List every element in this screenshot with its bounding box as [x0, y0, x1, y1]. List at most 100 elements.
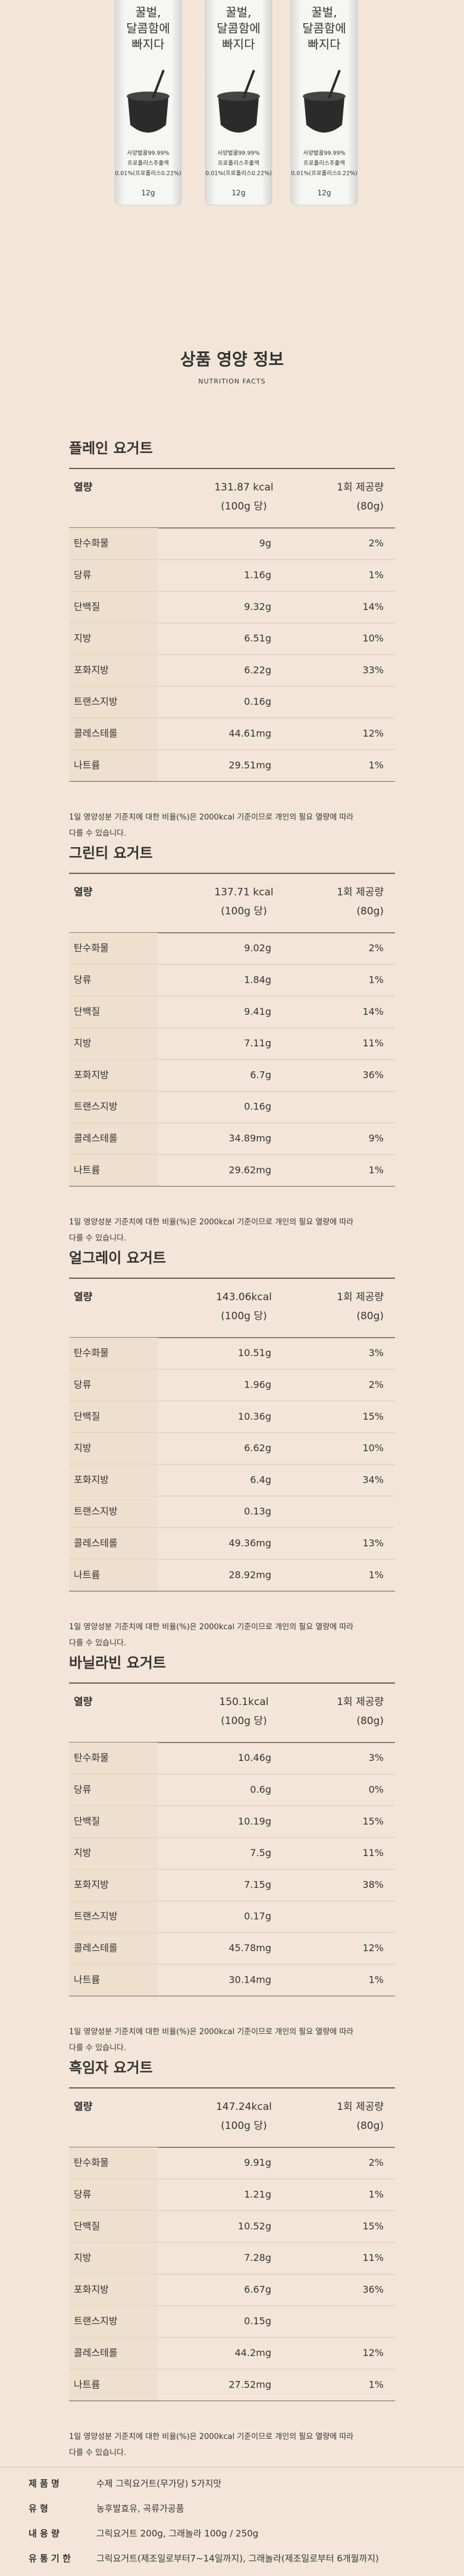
label-cell	[69, 2274, 158, 2306]
row-value: 9g	[259, 537, 271, 549]
row-percent: 11%	[362, 1847, 384, 1858]
row-percent: 2%	[369, 537, 384, 549]
row-percent: 2%	[369, 942, 384, 954]
row-value: 44.2mg	[235, 2347, 271, 2358]
row-value: 1.16g	[244, 569, 271, 580]
header-serving: 1회 제공량	[337, 886, 384, 898]
label-cell	[69, 1432, 158, 1465]
label-cell	[69, 1774, 158, 1806]
row-percent: 1%	[369, 1164, 384, 1175]
header-serving-size: (80g)	[356, 1310, 384, 1322]
row-percent: 10%	[362, 633, 384, 644]
stick-title: 빠지다	[308, 37, 340, 52]
header-label: 열량	[74, 886, 93, 898]
row-label: 탄수화물	[74, 537, 109, 549]
label-cell	[69, 686, 158, 718]
footnote: 1일 영양성분 기준치에 대한 비율(%)은 2000kcal 기준이므로 개인…	[69, 1623, 353, 1632]
row-label: 나트륨	[74, 1974, 100, 1985]
header-serving-size: (80g)	[356, 905, 384, 917]
stick-ingredients: 사양벌꿀99.99%	[217, 150, 259, 157]
footnote: 1일 영양성분 기준치에 대한 비율(%)은 2000kcal 기준이므로 개인…	[69, 813, 353, 822]
footnote: 다를 수 있습니다.	[69, 2449, 126, 2458]
footnote: 다를 수 있습니다.	[69, 1639, 126, 1648]
row-label: 트랜스지방	[74, 696, 118, 707]
label-cell	[69, 1743, 158, 1775]
row-value: 1.96g	[244, 1379, 271, 1390]
row-value: 0.16g	[244, 1101, 271, 1112]
row-percent: 10%	[362, 1442, 384, 1454]
row-label: 콜레스테롤	[74, 1942, 118, 1954]
stick-title: 꿀벌,	[135, 5, 161, 20]
row-label: 나트륨	[74, 1569, 100, 1580]
row-value: 10.19g	[238, 1816, 271, 1827]
label-cell	[69, 559, 158, 592]
stick-weight: 12g	[318, 189, 331, 197]
row-label: 탄수화물	[74, 1752, 109, 1763]
honey-pot-rim	[303, 92, 346, 101]
table-title: 흑임자 요거트	[69, 2059, 153, 2076]
footnote: 1일 영양성분 기준치에 대한 비율(%)은 2000kcal 기준이므로 개인…	[69, 2433, 353, 2442]
row-label: 탄수화물	[74, 1347, 109, 1358]
row-value: 0.13g	[244, 1506, 271, 1517]
row-percent: 36%	[362, 2284, 384, 2295]
row-label: 지방	[74, 633, 92, 644]
row-value: 0.16g	[244, 696, 271, 707]
honey-dipper	[242, 70, 255, 99]
info-value: 그릭요거트(제조일로부터7~14일까지), 그래놀라(제조일로부터 6개월까지)	[96, 2553, 379, 2564]
row-label: 포화지방	[74, 664, 109, 675]
table-title: 얼그레이 요거트	[69, 1250, 166, 1266]
row-percent: 11%	[362, 2252, 384, 2263]
row-label: 단백질	[74, 1816, 100, 1827]
row-value: 6.62g	[244, 1442, 271, 1454]
row-value: 49.36mg	[228, 1537, 271, 1549]
stick-title: 달콤함에	[126, 21, 170, 36]
row-value: 34.89mg	[228, 1133, 271, 1144]
stick-ingredients: 0.01%(프로폴리스0.22%)	[291, 171, 357, 177]
row-percent: 9%	[369, 1133, 384, 1144]
row-value: 6.22g	[244, 664, 271, 675]
row-label: 트랜스지방	[74, 1506, 118, 1517]
row-value: 10.52g	[238, 2220, 271, 2232]
row-label: 나트륨	[74, 759, 100, 770]
label-cell	[69, 718, 158, 750]
row-percent: 1%	[369, 2188, 384, 2200]
row-label: 단백질	[74, 1006, 100, 1017]
row-percent: 38%	[362, 1879, 384, 1890]
row-label: 탄수화물	[74, 2157, 109, 2168]
stick-title: 꿀벌,	[311, 5, 337, 20]
row-label: 포화지방	[74, 1474, 109, 1485]
label-cell	[69, 2147, 158, 2179]
row-percent: 13%	[362, 1537, 384, 1549]
row-label: 트랜스지방	[74, 1101, 118, 1112]
table-title: 플레인 요거트	[69, 440, 153, 457]
stick-title: 달콤함에	[217, 21, 261, 36]
label-cell	[69, 1091, 158, 1123]
table-title: 바닐라빈 요거트	[69, 1655, 166, 1671]
row-label: 탄수화물	[74, 942, 109, 954]
row-value: 9.02g	[244, 942, 271, 954]
row-label: 당류	[74, 569, 91, 580]
row-value: 10.46g	[238, 1752, 271, 1763]
row-percent: 14%	[362, 1006, 384, 1017]
label-cell	[69, 1027, 158, 1060]
info-value: 수제 그릭요거트(무가당) 5가지맛	[96, 2479, 221, 2489]
row-value: 10.36g	[238, 1411, 271, 1422]
label-cell	[69, 2305, 158, 2338]
row-value: 0.6g	[250, 1784, 271, 1795]
row-percent: 3%	[369, 1347, 384, 1358]
row-value: 7.15g	[244, 1879, 271, 1890]
row-percent: 15%	[362, 1411, 384, 1422]
row-percent: 1%	[369, 974, 384, 985]
label-cell	[69, 1464, 158, 1496]
stick-ingredients: 사양벌꿀99.99%	[303, 150, 345, 157]
header-basis: (100g 당)	[221, 1310, 267, 1322]
row-label: 나트륨	[74, 1164, 100, 1175]
row-percent: 2%	[369, 2157, 384, 2168]
row-percent: 1%	[369, 2379, 384, 2390]
row-value: 9.91g	[244, 2157, 271, 2168]
row-label: 트랜스지방	[74, 1911, 118, 1922]
label-cell	[69, 1527, 158, 1560]
row-value: 29.51mg	[228, 759, 271, 770]
label-cell	[69, 1338, 158, 1370]
